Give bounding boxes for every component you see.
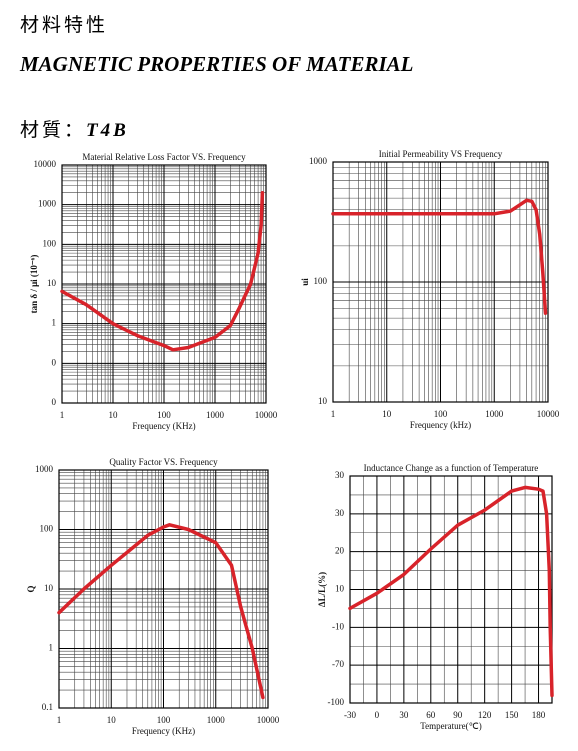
y-axis-label: ΔL/L(%) (317, 572, 327, 607)
plot-frame (58, 469, 269, 709)
y-tick-label: 1 (49, 643, 54, 653)
y-tick-label: -10 (332, 621, 344, 631)
x-axis-label: Frequency (KHz) (132, 421, 195, 431)
x-tick-label: 60 (426, 710, 436, 720)
x-tick-label: 100 (434, 409, 448, 419)
y-axis-label: ui (300, 278, 310, 286)
x-tick-label: 150 (505, 710, 519, 720)
y-tick-label: 1000 (309, 156, 328, 166)
y-tick-label: -70 (332, 659, 344, 669)
chart-title: Inductance Change as a function of Tempe… (364, 463, 539, 473)
x-tick-label: 10 (382, 409, 392, 419)
data-line (348, 485, 554, 698)
x-tick-label: 1000 (207, 715, 226, 725)
y-tick-label: 1 (52, 318, 57, 328)
x-tick-label: 100 (157, 715, 171, 725)
x-tick-label: 1000 (206, 410, 225, 420)
x-tick-label: -30 (344, 710, 356, 720)
y-tick-label: 20 (335, 546, 345, 556)
data-line (57, 523, 265, 700)
x-tick-label: 1000 (485, 409, 504, 419)
x-tick-label: 10 (109, 410, 119, 420)
y-tick-label: 1000 (38, 199, 57, 209)
data-line (331, 198, 548, 315)
y-axis-label: tan δ / μi (10⁻⁶) (29, 255, 39, 314)
y-tick-label: 0 (52, 397, 57, 407)
x-tick-label: 100 (157, 410, 171, 420)
y-tick-label: 10 (318, 396, 328, 406)
material: T4B (86, 120, 129, 141)
y-tick-label: 0 (52, 357, 57, 367)
x-tick-label: 180 (532, 710, 546, 720)
y-tick-label: 10 (44, 583, 54, 593)
chart-title: Quality Factor VS. Frequency (109, 457, 218, 467)
y-tick-label: 30 (335, 470, 345, 480)
y-tick-label: 100 (43, 238, 57, 248)
x-tick-label: 120 (478, 710, 492, 720)
y-tick-label: 1000 (35, 464, 54, 474)
x-axis-label: Frequency (KHz) (132, 726, 195, 736)
title-cn: 材料特性 (20, 14, 109, 36)
y-tick-label: 10 (335, 584, 345, 594)
x-tick-label: 1 (60, 410, 65, 420)
plot-frame (61, 164, 267, 404)
x-tick-label: 30 (399, 710, 409, 720)
y-tick-label: -100 (328, 697, 345, 707)
x-axis-label: Temperature(℃) (420, 721, 481, 731)
x-tick-label: 90 (453, 710, 463, 720)
x-tick-label: 0 (375, 710, 380, 720)
y-tick-label: 10 (47, 278, 57, 288)
chart-title: Material Relative Loss Factor VS. Freque… (82, 152, 246, 162)
title-en: MAGNETIC PROPERTIES OF MATERIAL (20, 52, 414, 76)
data-line (60, 190, 265, 352)
material-row: 材質：T4B (20, 115, 129, 142)
x-axis-label: Frequency (kHz) (410, 420, 471, 430)
y-tick-label: 10000 (34, 159, 57, 169)
plot-frame (349, 475, 553, 704)
x-tick-label: 1 (57, 715, 62, 725)
y-tick-label: 100 (314, 276, 328, 286)
x-tick-label: 1 (331, 409, 336, 419)
chart-title: Initial Permeability VS Frequency (379, 149, 503, 159)
y-tick-label: 30 (335, 508, 345, 518)
x-tick-label: 10000 (255, 410, 278, 420)
plot-frame (332, 161, 549, 403)
y-tick-label: 0.1 (42, 702, 53, 712)
y-axis-label: Q (26, 585, 36, 592)
x-tick-label: 10 (107, 715, 117, 725)
y-tick-label: 100 (40, 524, 54, 534)
x-tick-label: 10000 (257, 715, 280, 725)
x-tick-label: 10000 (537, 409, 560, 419)
material-label: 材質： (20, 119, 87, 141)
